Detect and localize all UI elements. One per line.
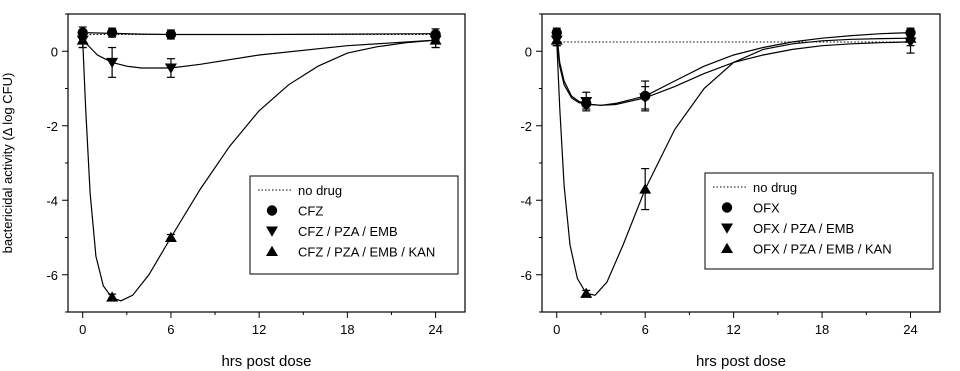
x-tick-label: 0 xyxy=(553,322,560,337)
series-ofx-pza-emb-kan xyxy=(550,30,917,298)
legend-label: CFZ / PZA / EMB / KAN xyxy=(298,245,435,260)
y-tick-label: 0 xyxy=(525,44,532,59)
legend-label: OFX / PZA / EMB / KAN xyxy=(753,242,892,257)
data-point xyxy=(106,291,119,302)
data-point xyxy=(164,231,177,242)
x-tick-label: 18 xyxy=(340,322,354,337)
legend-box xyxy=(249,175,459,275)
y-tick-label: 0 xyxy=(51,44,58,59)
legend-label: CFZ / PZA / EMB xyxy=(298,224,398,239)
x-tick-label: 0 xyxy=(79,322,86,337)
x-axis-title: hrs post dose xyxy=(696,353,786,370)
y-tick-label: -2 xyxy=(520,119,532,134)
series-line xyxy=(82,32,436,36)
series-line xyxy=(556,32,911,106)
legend-marker xyxy=(266,205,278,216)
y-tick-label: -4 xyxy=(46,193,58,208)
data-point xyxy=(580,97,593,108)
series-cfz-pza-emb xyxy=(76,32,442,78)
series-cfz xyxy=(77,26,441,41)
x-axis-title: hrs post dose xyxy=(221,353,311,370)
x-tick-label: 24 xyxy=(903,322,917,337)
x-tick-label: 12 xyxy=(252,322,266,337)
data-point xyxy=(904,32,917,43)
series-cfz-pza-emb-kan xyxy=(76,32,442,302)
y-tick-label: -4 xyxy=(520,193,532,208)
x-tick-label: 24 xyxy=(428,322,442,337)
legend-marker xyxy=(721,223,733,234)
right-chart-panel: 0 6 12 18 24 0 -2 -4 -6 hrs post dose no drug OFX OF… xyxy=(520,13,941,370)
data-point xyxy=(164,63,177,74)
data-point xyxy=(639,183,652,194)
x-tick-label: 6 xyxy=(642,322,649,337)
series-line xyxy=(556,40,911,106)
left-chart-panel: 0 6 12 18 24 0 -2 -4 -6 hrs post dose bactericidal… xyxy=(0,13,466,370)
data-point xyxy=(165,29,177,40)
series-ofx xyxy=(551,27,916,112)
legend-marker xyxy=(266,245,278,256)
y-tick-label: -2 xyxy=(46,119,58,134)
legend-marker xyxy=(721,202,733,213)
x-tick-label: 12 xyxy=(726,322,740,337)
data-point xyxy=(550,34,563,45)
legend: no drug OFX OFX / PZA / EMB OFX / PZA / EMB… xyxy=(704,172,934,270)
data-point xyxy=(580,287,593,298)
legend-label: no drug xyxy=(298,183,342,198)
series-ofx-pza-emb xyxy=(550,30,917,112)
y-axis-title: bactericidal activity (Δ log CFU) xyxy=(0,73,15,254)
legend-box xyxy=(704,172,934,270)
data-point xyxy=(76,34,89,45)
y-tick-label: -6 xyxy=(520,268,532,283)
legend-marker xyxy=(721,242,733,253)
x-tick-label: 18 xyxy=(815,322,829,337)
data-point xyxy=(429,34,442,45)
y-tick-label: -6 xyxy=(46,268,58,283)
data-point xyxy=(106,27,118,38)
legend-marker xyxy=(266,226,278,237)
data-point xyxy=(106,57,119,69)
data-point xyxy=(639,93,652,104)
legend: no drug CFZ CFZ / PZA / EMB CFZ / PZA / EMB… xyxy=(249,175,459,275)
x-tick-label: 6 xyxy=(167,322,174,337)
legend-label: OFX / PZA / EMB xyxy=(753,221,854,236)
legend-label: no drug xyxy=(753,180,797,195)
legend-label: OFX xyxy=(753,201,780,216)
legend-label: CFZ xyxy=(298,204,323,219)
data-point xyxy=(551,27,562,38)
series-line xyxy=(82,39,436,69)
